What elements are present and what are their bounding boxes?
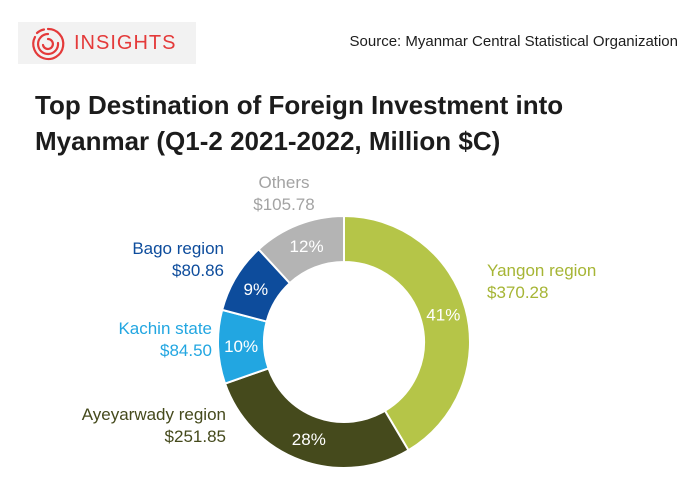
slice-yangon[interactable]: [343, 214, 471, 452]
category-label-ayeyarwady: Ayeyarwady region: [82, 405, 226, 424]
brand-badge[interactable]: INSIGHTS: [18, 22, 196, 64]
value-label-kachin: $84.50: [160, 341, 212, 360]
value-label-yangon: $370.28: [487, 283, 548, 302]
percent-label-ayeyarwady: 28%: [292, 430, 326, 449]
source-note: Source: Myanmar Central Statistical Orga…: [349, 33, 678, 50]
slice-ayeyarwady[interactable]: [223, 367, 410, 469]
value-label-ayeyarwady: $251.85: [165, 427, 226, 446]
brand-name: INSIGHTS: [74, 32, 177, 54]
chart-title: Top Destination of Foreign Investment in…: [35, 90, 564, 156]
value-label-others: $105.78: [253, 195, 314, 214]
category-label-kachin: Kachin state: [118, 319, 212, 338]
percent-label-others: 12%: [290, 237, 324, 256]
category-label-yangon: Yangon region: [487, 261, 596, 280]
value-label-bago: $80.86: [172, 261, 224, 280]
percent-label-bago: 9%: [243, 280, 268, 299]
percent-label-yangon: 41%: [426, 306, 460, 325]
slice-others[interactable]: [257, 214, 345, 285]
insights-spiral-logo-icon: [32, 27, 65, 61]
category-label-others: Others: [258, 173, 309, 192]
header: INSIGHTS Source: Myanmar Central Statist…: [0, 0, 700, 80]
percent-label-kachin: 10%: [224, 337, 258, 356]
category-label-bago: Bago region: [132, 239, 224, 258]
